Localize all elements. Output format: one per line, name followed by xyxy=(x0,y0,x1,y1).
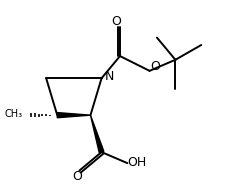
Text: OH: OH xyxy=(127,156,146,169)
Text: CH₃: CH₃ xyxy=(4,109,22,119)
Text: N: N xyxy=(104,70,114,83)
Text: O: O xyxy=(73,170,82,183)
Text: O: O xyxy=(150,60,160,73)
Text: O: O xyxy=(111,15,121,28)
Polygon shape xyxy=(57,113,91,118)
Polygon shape xyxy=(91,115,104,153)
